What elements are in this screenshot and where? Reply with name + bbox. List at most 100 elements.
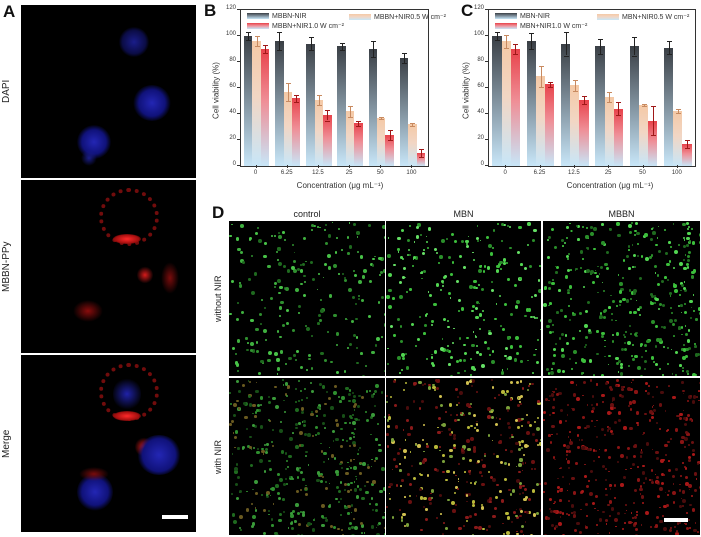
y-tick-mark [485, 9, 488, 10]
error-cap [402, 63, 407, 65]
x-axis-label: Concentration (μg mL⁻¹) [296, 181, 384, 190]
error-bar [652, 106, 654, 135]
error-bar [310, 37, 312, 51]
error-cap [370, 56, 376, 58]
panel-c-letter: C [461, 1, 474, 20]
error-bar [496, 32, 498, 40]
error-cap [379, 118, 385, 120]
error-bar [574, 80, 576, 91]
column-label-mbn: MBN [453, 209, 474, 219]
error-cap [294, 102, 300, 104]
scale-bar [162, 515, 188, 519]
bar [275, 41, 284, 166]
error-bar [404, 52, 405, 64]
y-tick-mark [485, 139, 488, 140]
legend-label: MBBN-NIR [272, 13, 307, 20]
bar [579, 99, 589, 166]
image-dapi [21, 5, 196, 178]
error-cap [597, 54, 603, 56]
bar [260, 49, 270, 166]
error-cap [277, 32, 283, 34]
legend-label: MBBN+NIR1.0 W cm⁻² [272, 23, 344, 30]
row-label-with-nir: with NIR [213, 439, 223, 474]
error-bar [327, 110, 329, 121]
bar [663, 47, 674, 166]
x-tick-label: 0 [503, 170, 507, 176]
bar [613, 108, 624, 166]
error-cap [387, 140, 393, 141]
legend-swatch [247, 13, 269, 20]
y-tick-mark [237, 87, 240, 88]
error-bar [350, 106, 352, 117]
y-tick-mark [485, 61, 488, 62]
x-tick-label: 0 [253, 170, 258, 176]
row-label-mbbn-ppy: MBBN-PPy [1, 241, 12, 292]
legend-swatch [597, 14, 619, 21]
x-tick-label: 25 [604, 170, 612, 176]
x-tick-label: 25 [345, 170, 353, 176]
error-cap [641, 104, 647, 106]
bar [638, 104, 649, 166]
legend-item: MBN-NIR [495, 13, 550, 20]
bar [243, 36, 253, 166]
y-tick-label: 80 [477, 57, 484, 63]
image-merge [21, 355, 196, 532]
error-cap [675, 109, 681, 111]
legend-label: MBN+NIR1.0 W cm⁻² [520, 23, 588, 30]
error-bar [358, 120, 360, 126]
image-mbbn-ppy [21, 180, 196, 353]
error-cap [370, 41, 376, 43]
bar [560, 43, 571, 166]
bar [545, 84, 555, 166]
error-cap [316, 94, 322, 96]
image-mbbn-without-nir [543, 221, 700, 376]
error-cap [547, 86, 553, 88]
y-tick-mark [485, 35, 488, 36]
error-cap [294, 94, 300, 96]
bar [323, 115, 332, 166]
error-cap [685, 140, 691, 141]
legend-item: MBBN-NIR [247, 13, 307, 20]
error-cap [607, 102, 613, 104]
error-cap [685, 147, 691, 149]
x-tick-mark [349, 165, 351, 168]
cell-dots [386, 221, 541, 376]
error-cap [316, 104, 322, 106]
image-mbbn-with-nir [543, 378, 700, 535]
x-tick-mark [255, 165, 257, 168]
chart-b: B Cell viability (%) Concentration (μg m… [200, 0, 446, 192]
error-cap [607, 91, 613, 93]
error-cap [410, 123, 416, 125]
error-cap [277, 50, 283, 52]
error-cap [666, 54, 672, 56]
x-tick-mark [286, 165, 288, 168]
legend-item: MBN+NIR0.5 W cm⁻² [597, 13, 689, 21]
bar [354, 123, 363, 166]
image-control-without-nir [229, 221, 385, 376]
y-tick-mark [237, 165, 240, 166]
bar [283, 91, 292, 166]
x-tick-mark [380, 165, 382, 168]
error-cap [616, 102, 622, 104]
error-cap [597, 38, 603, 40]
error-cap [262, 45, 268, 47]
row-label-dapi: DAPI [1, 79, 12, 104]
image-mbn-without-nir [386, 221, 541, 376]
bar [604, 97, 614, 166]
x-tick-label: 100 [406, 170, 417, 176]
error-bar [599, 38, 601, 55]
error-bar [341, 42, 343, 51]
y-tick-label: 100 [473, 31, 484, 37]
bar [682, 143, 692, 166]
x-axis-label: Concentration (μg mL⁻¹) [566, 181, 654, 190]
error-bar [279, 32, 281, 51]
error-cap [650, 134, 656, 136]
cell-dots [229, 221, 385, 376]
bar [399, 58, 409, 166]
error-bar [687, 140, 689, 148]
x-tick-label: 12.5 [567, 170, 580, 176]
y-tick-label: 20 [229, 135, 236, 141]
y-tick-label: 0 [480, 161, 484, 167]
error-bar [389, 129, 391, 140]
error-cap [632, 55, 638, 57]
